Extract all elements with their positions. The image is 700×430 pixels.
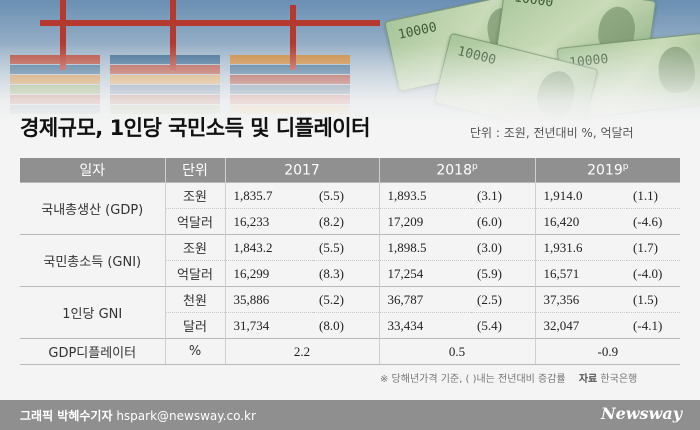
footer-bar: 그래픽 박혜수기자 hspark@newsway.co.kr Newsway <box>0 400 700 430</box>
cell-value: 37,356 <box>534 286 628 313</box>
photo-fade <box>0 0 700 125</box>
col-header-unit: 단위 <box>164 158 225 183</box>
footnote: ※ 당해년가격 기준, ( )내는 전년대비 증감률 자료 한국은행 <box>380 370 637 385</box>
row-item-label: 국민총소득 (GNI) <box>20 234 165 287</box>
row-unit: % <box>164 338 225 365</box>
source-label: 자료 <box>578 374 598 385</box>
cell-value: 16,571 <box>534 260 628 287</box>
header-row: 일자 단위 2017 2018p 2019p <box>20 158 681 183</box>
cell-change: (5.5) <box>313 234 380 261</box>
table-row: 국내총생산 (GDP) 조원 1,835.7 (5.5) 1,893.5 (3.… <box>20 182 681 235</box>
cell-value: 1,843.2 <box>224 234 313 261</box>
col-header-year: 2017 <box>224 158 380 183</box>
cell-value: 33,434 <box>378 312 472 339</box>
header-photo: 10000 10000 10000 10000 <box>0 0 700 125</box>
cell-value: 17,254 <box>378 260 472 287</box>
row-item-label: 국내총생산 (GDP) <box>20 182 165 235</box>
cell-change: (-4.0) <box>627 260 681 287</box>
cell-change: (2.5) <box>471 286 536 313</box>
cell-change: (1.5) <box>627 286 681 313</box>
newsway-logo: Newsway <box>600 404 682 423</box>
col-header-year: 2018p <box>378 158 536 183</box>
data-table: 일자 단위 2017 2018p 2019p 국내총생산 (GDP) 조원 1,… <box>20 158 681 365</box>
cell-value: 36,787 <box>378 286 472 313</box>
cell-change: (8.2) <box>313 208 380 235</box>
cell-value: -0.9 <box>534 338 681 365</box>
cell-value: 1,898.5 <box>378 234 472 261</box>
row-unit: 조원 <box>164 234 225 261</box>
cell-change: (5.5) <box>313 182 380 209</box>
row-item-label: 1인당 GNI <box>20 286 165 339</box>
cell-change: (5.2) <box>313 286 380 313</box>
table-row: 1인당 GNI 천원 35,886 (5.2) 36,787 (2.5) 37,… <box>20 286 681 339</box>
cell-value: 16,420 <box>534 208 628 235</box>
table-row: 억달러 16,233 (8.2) 17,209 (6.0) 16,420 (-4… <box>20 208 681 235</box>
credit-email: hspark@newsway.co.kr <box>116 409 256 423</box>
cell-change: (6.0) <box>471 208 536 235</box>
cell-value: 16,233 <box>224 208 313 235</box>
table-row: 국민총소득 (GNI) 조원 1,843.2 (5.5) 1,898.5 (3.… <box>20 234 681 287</box>
cell-value: 0.5 <box>378 338 536 365</box>
footnote-text: ※ 당해년가격 기준, ( )내는 전년대비 증감률 <box>380 374 566 385</box>
cell-value: 16,299 <box>224 260 313 287</box>
cell-change: (5.9) <box>471 260 536 287</box>
cell-change: (5.4) <box>471 312 536 339</box>
table-row: GDP디플레이터 % 2.2 0.5 -0.9 <box>20 338 681 365</box>
row-unit: 억달러 <box>164 208 225 235</box>
row-item-label: GDP디플레이터 <box>20 338 165 365</box>
cell-value: 17,209 <box>378 208 472 235</box>
row-unit: 억달러 <box>164 260 225 287</box>
cell-value: 1,931.6 <box>534 234 628 261</box>
cell-change: (1.7) <box>627 234 681 261</box>
cell-change: (-4.6) <box>627 208 681 235</box>
chart-title: 경제규모, 1인당 국민소득 및 디플레이터 <box>20 116 370 140</box>
table-row: 달러 31,734 (8.0) 33,434 (5.4) 32,047 (-4.… <box>20 312 681 339</box>
col-header-date: 일자 <box>20 158 165 183</box>
credit: 그래픽 박혜수기자 hspark@newsway.co.kr <box>20 407 256 424</box>
cell-value: 31,734 <box>224 312 313 339</box>
cell-change: (-4.1) <box>627 312 681 339</box>
cell-change: (1.1) <box>627 182 681 209</box>
row-unit: 조원 <box>164 182 225 209</box>
cell-change: (3.1) <box>471 182 536 209</box>
cell-value: 32,047 <box>534 312 628 339</box>
col-header-year: 2019p <box>534 158 681 183</box>
cell-change: (8.3) <box>313 260 380 287</box>
credit-label: 그래픽 박혜수기자 <box>20 409 113 423</box>
unit-note: 단위 : 조원, 전년대비 %, 억달러 <box>470 126 634 140</box>
table-row: 억달러 16,299 (8.3) 17,254 (5.9) 16,571 (-4… <box>20 260 681 287</box>
cell-value: 1,914.0 <box>534 182 628 209</box>
source-text: 한국은행 <box>600 374 638 385</box>
cell-change: (3.0) <box>471 234 536 261</box>
row-unit: 달러 <box>164 312 225 339</box>
cell-value: 1,835.7 <box>224 182 313 209</box>
cell-change: (8.0) <box>313 312 380 339</box>
cell-value: 2.2 <box>224 338 380 365</box>
cell-value: 35,886 <box>224 286 313 313</box>
cell-value: 1,893.5 <box>378 182 472 209</box>
row-unit: 천원 <box>164 286 225 313</box>
